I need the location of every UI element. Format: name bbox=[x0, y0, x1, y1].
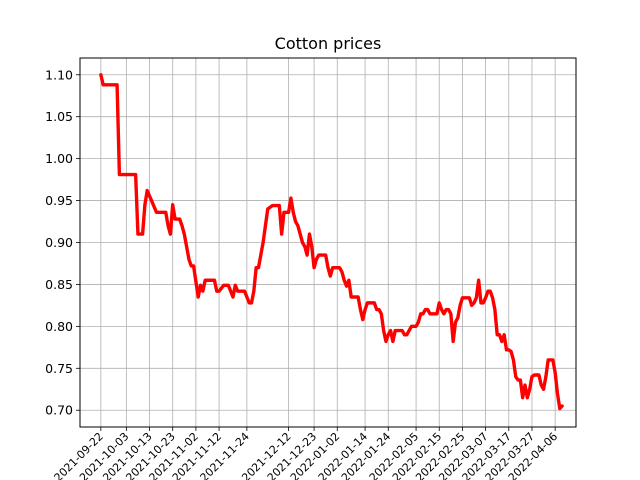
chart-title: Cotton prices bbox=[275, 34, 382, 53]
y-axis: 0.70 0.75 0.80 0.85 0.90 0.95 1.00 1.05 1.10 bbox=[45, 67, 80, 418]
y-tick-label: 1.05 bbox=[45, 109, 73, 124]
y-tick-label: 0.80 bbox=[45, 319, 73, 334]
y-tick-label: 0.75 bbox=[45, 361, 73, 376]
series-group bbox=[99, 73, 564, 411]
y-tick-label: 0.95 bbox=[45, 193, 73, 208]
y-tick-label: 1.10 bbox=[45, 67, 73, 82]
series-line-0 bbox=[99, 73, 564, 411]
y-tick-label: 0.85 bbox=[45, 277, 73, 292]
y-tick-label: 0.90 bbox=[45, 235, 73, 250]
y-tick-label: 0.70 bbox=[45, 403, 73, 418]
grid-lines bbox=[80, 58, 576, 427]
y-tick-label: 1.00 bbox=[45, 151, 73, 166]
